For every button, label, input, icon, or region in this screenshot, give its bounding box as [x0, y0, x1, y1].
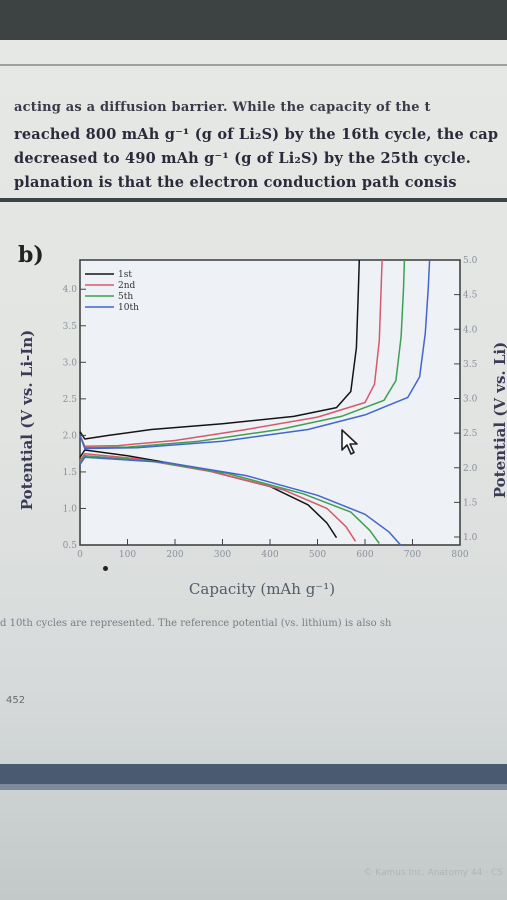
series-2nd-charge-line [79, 259, 383, 448]
x-tick-label: 100 [119, 550, 136, 560]
y-tick-label-right: 1.5 [463, 498, 478, 508]
legend-label-10th: 10th [118, 303, 139, 313]
y-tick-label-left: 3.5 [63, 322, 78, 332]
figure-caption: d 10th cycles are represented. The refer… [0, 618, 392, 629]
paragraph-line-2: reached 800 mAh g⁻¹ (g of Li₂S) by the 1… [14, 126, 499, 143]
y-tick-label-right: 2.0 [463, 464, 478, 474]
y-tick-label-right: 5.0 [463, 256, 478, 266]
y-tick-label-right: 3.5 [463, 360, 478, 370]
y-tick-label-right: 4.0 [463, 325, 478, 335]
mouse-pointer-icon [340, 428, 362, 460]
legend-label-2nd: 2nd [118, 281, 136, 291]
toolbar-divider [0, 64, 507, 66]
bullet-dot [103, 566, 108, 571]
footer-text: © Kamus Inc. Anatomy 44 · CS [363, 868, 503, 878]
panel-label: b) [18, 242, 44, 268]
legend-label-5th: 5th [118, 292, 133, 302]
legend-label-1st: 1st [118, 270, 132, 280]
x-tick-label: 600 [356, 550, 373, 560]
series-1st-charge-line [79, 259, 361, 440]
y-tick-label-right: 3.0 [463, 395, 478, 405]
y-tick-label-left: 4.0 [63, 285, 78, 295]
y-axis-label-left: Potential (V vs. Li-In) [18, 329, 36, 511]
discharge-charge-chart: 0.5 1.0 1.5 2.0 2.5 3.0 3.5 4.0 1.0 1.5 2.0 2.5 3.0… [63, 256, 478, 560]
y-tick-label-left: 2.5 [63, 395, 78, 405]
y-tick-label-left: 0.5 [63, 541, 78, 551]
x-tick-label: 300 [214, 550, 231, 560]
series-5th-charge-line [79, 259, 406, 449]
page-number: 452 [6, 695, 26, 706]
series-5th-discharge-line [79, 455, 380, 544]
x-tick-label: 700 [404, 550, 421, 560]
x-axis-label: Capacity (mAh g⁻¹) [188, 580, 336, 598]
page-rule [0, 198, 507, 202]
x-tick-label: 400 [261, 550, 278, 560]
paragraph-line-3: decreased to 490 mAh g⁻¹ (g of Li₂S) by … [14, 150, 472, 167]
x-tick-label: 200 [166, 550, 183, 560]
paragraph-line-4: planation is that the electron conductio… [14, 174, 457, 191]
monitor-bezel [0, 0, 507, 40]
x-tick-label: 500 [309, 550, 326, 560]
y-tick-label-left: 3.0 [63, 358, 78, 368]
y-axis-label-right: Potential (V vs. Li) [491, 341, 507, 499]
y-tick-label-right: 1.0 [463, 533, 478, 543]
y-tick-label-left: 2.0 [63, 431, 78, 441]
series-2nd-discharge-line [79, 452, 357, 542]
y-tick-label-right: 4.5 [463, 291, 478, 301]
y-tick-label-left: 1.5 [63, 468, 78, 478]
series-10th-charge-line [79, 259, 431, 450]
y-tick-label-left: 1.0 [63, 504, 78, 514]
taskbar [0, 764, 507, 784]
paragraph-line-1: acting as a diffusion barrier. While the… [14, 100, 431, 115]
taskbar-edge [0, 784, 507, 790]
y-tick-label-right: 2.5 [463, 429, 478, 439]
x-tick-label: 0 [77, 550, 83, 560]
x-tick-label: 800 [451, 550, 468, 560]
series-10th-discharge-line [79, 456, 402, 546]
